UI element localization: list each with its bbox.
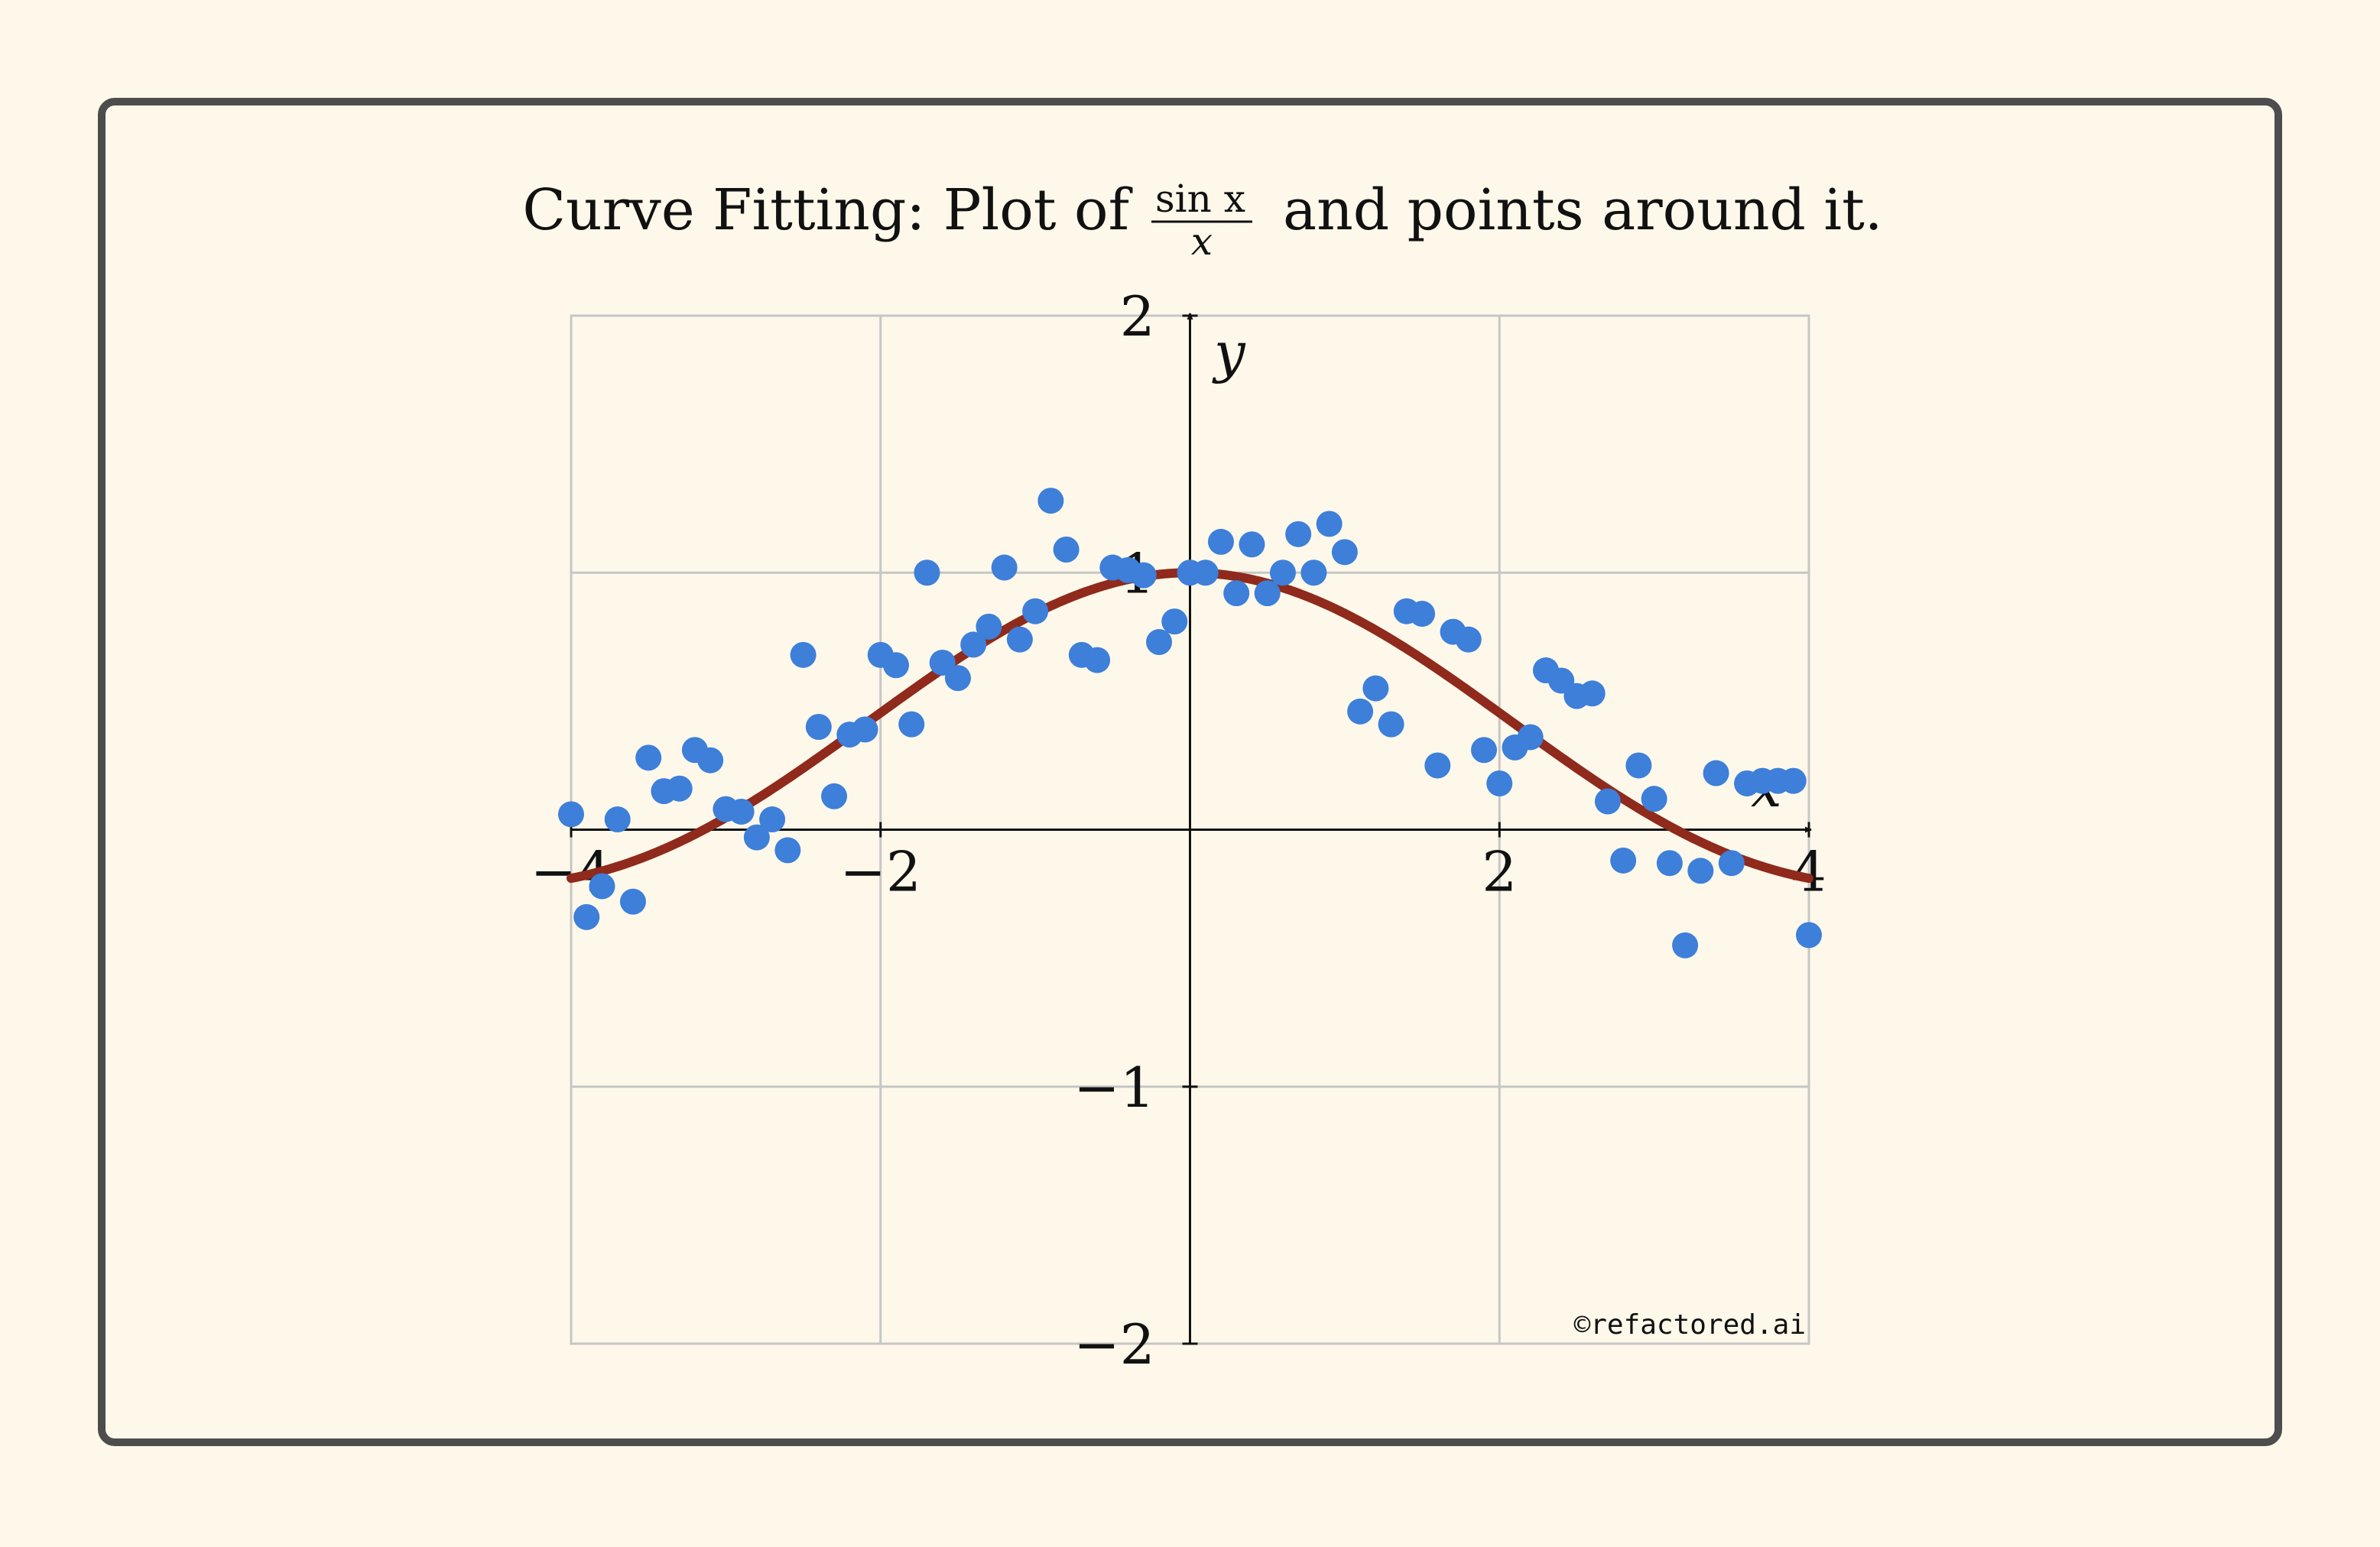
data-point bbox=[944, 665, 971, 692]
data-point bbox=[1161, 608, 1188, 635]
y-tick-label-0: −2 bbox=[1073, 1312, 1154, 1377]
title-suffix: and points around it. bbox=[1283, 177, 1882, 243]
data-point bbox=[805, 714, 832, 740]
data-point bbox=[1703, 760, 1729, 786]
y-tick-label-3: 2 bbox=[1120, 284, 1155, 349]
data-point bbox=[1610, 847, 1637, 874]
data-point bbox=[759, 806, 786, 833]
data-point bbox=[821, 783, 848, 809]
data-point bbox=[1223, 580, 1250, 607]
data-point bbox=[1517, 724, 1544, 751]
data-point bbox=[1796, 922, 1822, 949]
data-point bbox=[898, 711, 925, 738]
data-point bbox=[1378, 711, 1404, 738]
data-point bbox=[743, 824, 770, 851]
data-point bbox=[1625, 752, 1652, 779]
data-point bbox=[790, 641, 817, 668]
data-point bbox=[1718, 850, 1745, 877]
data-point bbox=[589, 873, 615, 900]
data-point bbox=[697, 747, 724, 774]
data-point bbox=[774, 837, 801, 864]
data-points bbox=[558, 488, 1822, 958]
title-prefix: Curve Fitting: Plot of bbox=[522, 177, 1132, 243]
data-point bbox=[604, 806, 631, 833]
data-point bbox=[1207, 528, 1234, 555]
data-point bbox=[991, 554, 1018, 581]
data-point bbox=[1053, 536, 1080, 563]
data-point bbox=[619, 888, 646, 915]
data-point bbox=[960, 631, 987, 658]
title-fraction-denominator: x bbox=[1191, 219, 1213, 264]
data-point bbox=[1239, 531, 1265, 558]
data-point bbox=[1269, 559, 1296, 586]
data-point bbox=[976, 613, 1002, 640]
data-point bbox=[1656, 850, 1683, 877]
watermark: ©refactored.ai bbox=[1574, 1309, 1806, 1341]
data-point bbox=[852, 716, 878, 743]
data-point bbox=[573, 903, 600, 930]
data-point bbox=[882, 652, 909, 679]
data-point bbox=[728, 798, 755, 825]
data-point bbox=[1409, 601, 1436, 628]
title-fraction-numerator: sin x bbox=[1155, 177, 1245, 221]
data-point bbox=[1022, 598, 1049, 624]
y-tick-label-1: −1 bbox=[1073, 1056, 1154, 1120]
data-point bbox=[1579, 680, 1606, 707]
data-point bbox=[635, 744, 662, 771]
data-point bbox=[1780, 767, 1807, 794]
data-point bbox=[1641, 786, 1667, 812]
data-point bbox=[914, 559, 940, 586]
data-point bbox=[666, 775, 693, 802]
data-point bbox=[1300, 559, 1327, 586]
y-axis-label: y bbox=[1212, 320, 1246, 384]
data-point bbox=[558, 801, 584, 828]
data-point bbox=[1130, 562, 1157, 589]
x-tick-label-2: 2 bbox=[1482, 840, 1517, 904]
data-point bbox=[1347, 698, 1374, 725]
data-point bbox=[1331, 539, 1358, 566]
data-point bbox=[1424, 752, 1451, 779]
data-point bbox=[1455, 626, 1482, 653]
data-point bbox=[1316, 511, 1343, 537]
data-point bbox=[1285, 521, 1312, 547]
data-point bbox=[1084, 647, 1111, 673]
data-point bbox=[1146, 629, 1173, 656]
data-point bbox=[1687, 858, 1714, 884]
data-point bbox=[1594, 788, 1621, 815]
x-tick-label-1: −2 bbox=[840, 840, 921, 904]
data-point bbox=[1672, 932, 1699, 958]
data-point bbox=[1471, 737, 1498, 764]
data-point bbox=[1362, 675, 1389, 702]
data-point bbox=[1006, 626, 1033, 653]
data-point bbox=[1486, 770, 1513, 796]
chart-title: Curve Fitting: Plot of sin x x and point… bbox=[522, 177, 1882, 264]
data-point bbox=[1037, 488, 1064, 514]
data-point bbox=[1192, 559, 1219, 586]
data-point bbox=[1254, 580, 1281, 607]
